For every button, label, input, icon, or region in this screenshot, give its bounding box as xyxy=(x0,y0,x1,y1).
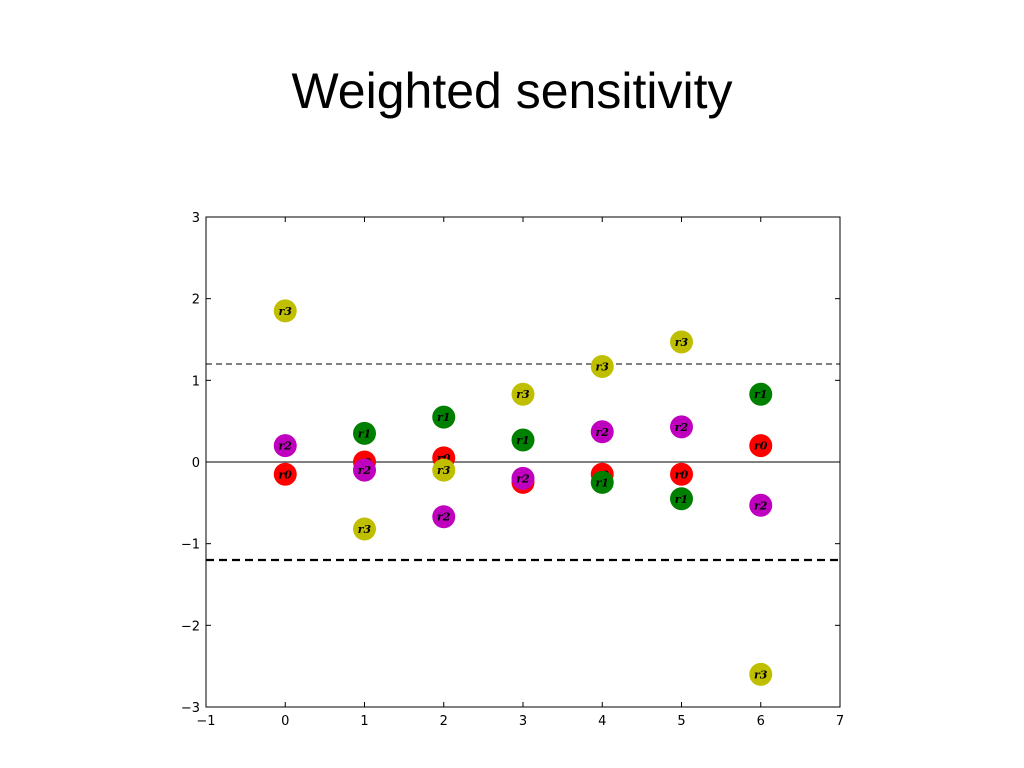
point-label: r3 xyxy=(516,388,530,401)
data-point: r2 xyxy=(749,493,773,517)
data-point: r2 xyxy=(670,415,693,439)
x-tick-label: 1 xyxy=(360,714,368,729)
reference-lines xyxy=(206,363,840,562)
point-label: r3 xyxy=(358,523,372,536)
point-marker xyxy=(511,382,535,406)
x-tick-label: 6 xyxy=(757,714,765,729)
point-label: r2 xyxy=(675,421,689,434)
y-tick-label: −1 xyxy=(181,538,200,553)
data-point: r1 xyxy=(590,470,614,494)
point-label: r1 xyxy=(516,434,529,447)
x-tick-label: 4 xyxy=(598,714,606,729)
data-point: r3 xyxy=(432,458,456,482)
data-point: r3 xyxy=(511,382,535,406)
x-tick-label: 7 xyxy=(836,714,844,729)
y-tick-label: 3 xyxy=(192,211,200,226)
point-marker xyxy=(511,466,535,490)
point-marker xyxy=(353,421,376,445)
y-tick-label: 1 xyxy=(192,374,200,389)
data-point: r3 xyxy=(273,299,297,323)
x-tick-label: 0 xyxy=(281,714,289,729)
data-point: r2 xyxy=(590,420,614,444)
x-tick-label: −1 xyxy=(196,714,215,729)
point-label: r1 xyxy=(596,476,609,489)
point-label: r3 xyxy=(279,305,293,318)
point-marker xyxy=(432,505,456,529)
point-label: r3 xyxy=(437,464,451,477)
y-tick-label: −2 xyxy=(181,619,200,634)
point-marker xyxy=(273,299,297,323)
data-point: r1 xyxy=(353,421,376,445)
point-label: r1 xyxy=(437,411,450,424)
point-marker xyxy=(590,354,614,378)
y-tick-label: −3 xyxy=(181,701,200,716)
point-label: r2 xyxy=(279,440,293,453)
point-marker xyxy=(749,434,773,458)
point-label: r0 xyxy=(675,468,689,481)
point-label: r3 xyxy=(675,336,689,349)
point-marker xyxy=(432,458,456,482)
point-marker xyxy=(432,405,456,429)
point-marker xyxy=(273,462,297,486)
data-point: r3 xyxy=(590,354,614,378)
point-marker xyxy=(353,517,376,541)
data-point: r3 xyxy=(670,330,693,354)
point-label: r1 xyxy=(358,427,371,440)
point-marker xyxy=(670,415,693,439)
point-label: r0 xyxy=(279,468,293,481)
data-point: r1 xyxy=(432,405,456,429)
data-point: r1 xyxy=(749,382,773,406)
point-label: r3 xyxy=(754,668,768,681)
data-point: r2 xyxy=(353,458,376,482)
data-point: r0 xyxy=(273,462,297,486)
point-marker xyxy=(273,434,297,458)
data-points: r0r0r0r0r0r0r0r1r1r1r1r1r1r2r2r2r2r2r2r2… xyxy=(273,299,773,686)
data-point: r2 xyxy=(273,434,297,458)
point-marker xyxy=(670,462,693,486)
slide-title: Weighted sensitivity xyxy=(291,63,733,119)
point-label: r2 xyxy=(516,472,530,485)
data-point: r0 xyxy=(749,434,773,458)
point-marker xyxy=(749,662,773,686)
point-label: r1 xyxy=(754,388,767,401)
axis-tick-labels: −1 0 1 2 3 4 5 6 7 −3 −2 −1 0 1 2 3 xyxy=(181,211,844,729)
point-marker xyxy=(670,487,693,511)
point-marker xyxy=(670,330,693,354)
data-point: r2 xyxy=(432,505,456,529)
data-point: r2 xyxy=(511,466,535,490)
y-tick-label: 2 xyxy=(192,293,200,308)
data-point: r1 xyxy=(670,487,693,511)
data-point: r0 xyxy=(670,462,693,486)
point-label: r2 xyxy=(596,426,610,439)
x-tick-label: 3 xyxy=(519,714,527,729)
data-point: r1 xyxy=(511,428,535,452)
point-label: r2 xyxy=(358,464,372,477)
axis-ticks xyxy=(205,216,841,708)
x-tick-label: 2 xyxy=(440,714,448,729)
point-marker xyxy=(590,470,614,494)
data-point: r3 xyxy=(749,662,773,686)
point-marker xyxy=(511,428,535,452)
point-label: r0 xyxy=(754,440,768,453)
point-label: r2 xyxy=(754,499,768,512)
y-tick-label: 0 xyxy=(192,456,200,471)
point-label: r2 xyxy=(437,511,451,524)
point-label: r1 xyxy=(675,493,688,506)
point-marker xyxy=(749,382,773,406)
point-marker xyxy=(590,420,614,444)
point-label: r3 xyxy=(596,360,610,373)
point-marker xyxy=(749,493,773,517)
point-marker xyxy=(353,458,376,482)
x-tick-label: 5 xyxy=(677,714,685,729)
data-point: r3 xyxy=(353,517,376,541)
